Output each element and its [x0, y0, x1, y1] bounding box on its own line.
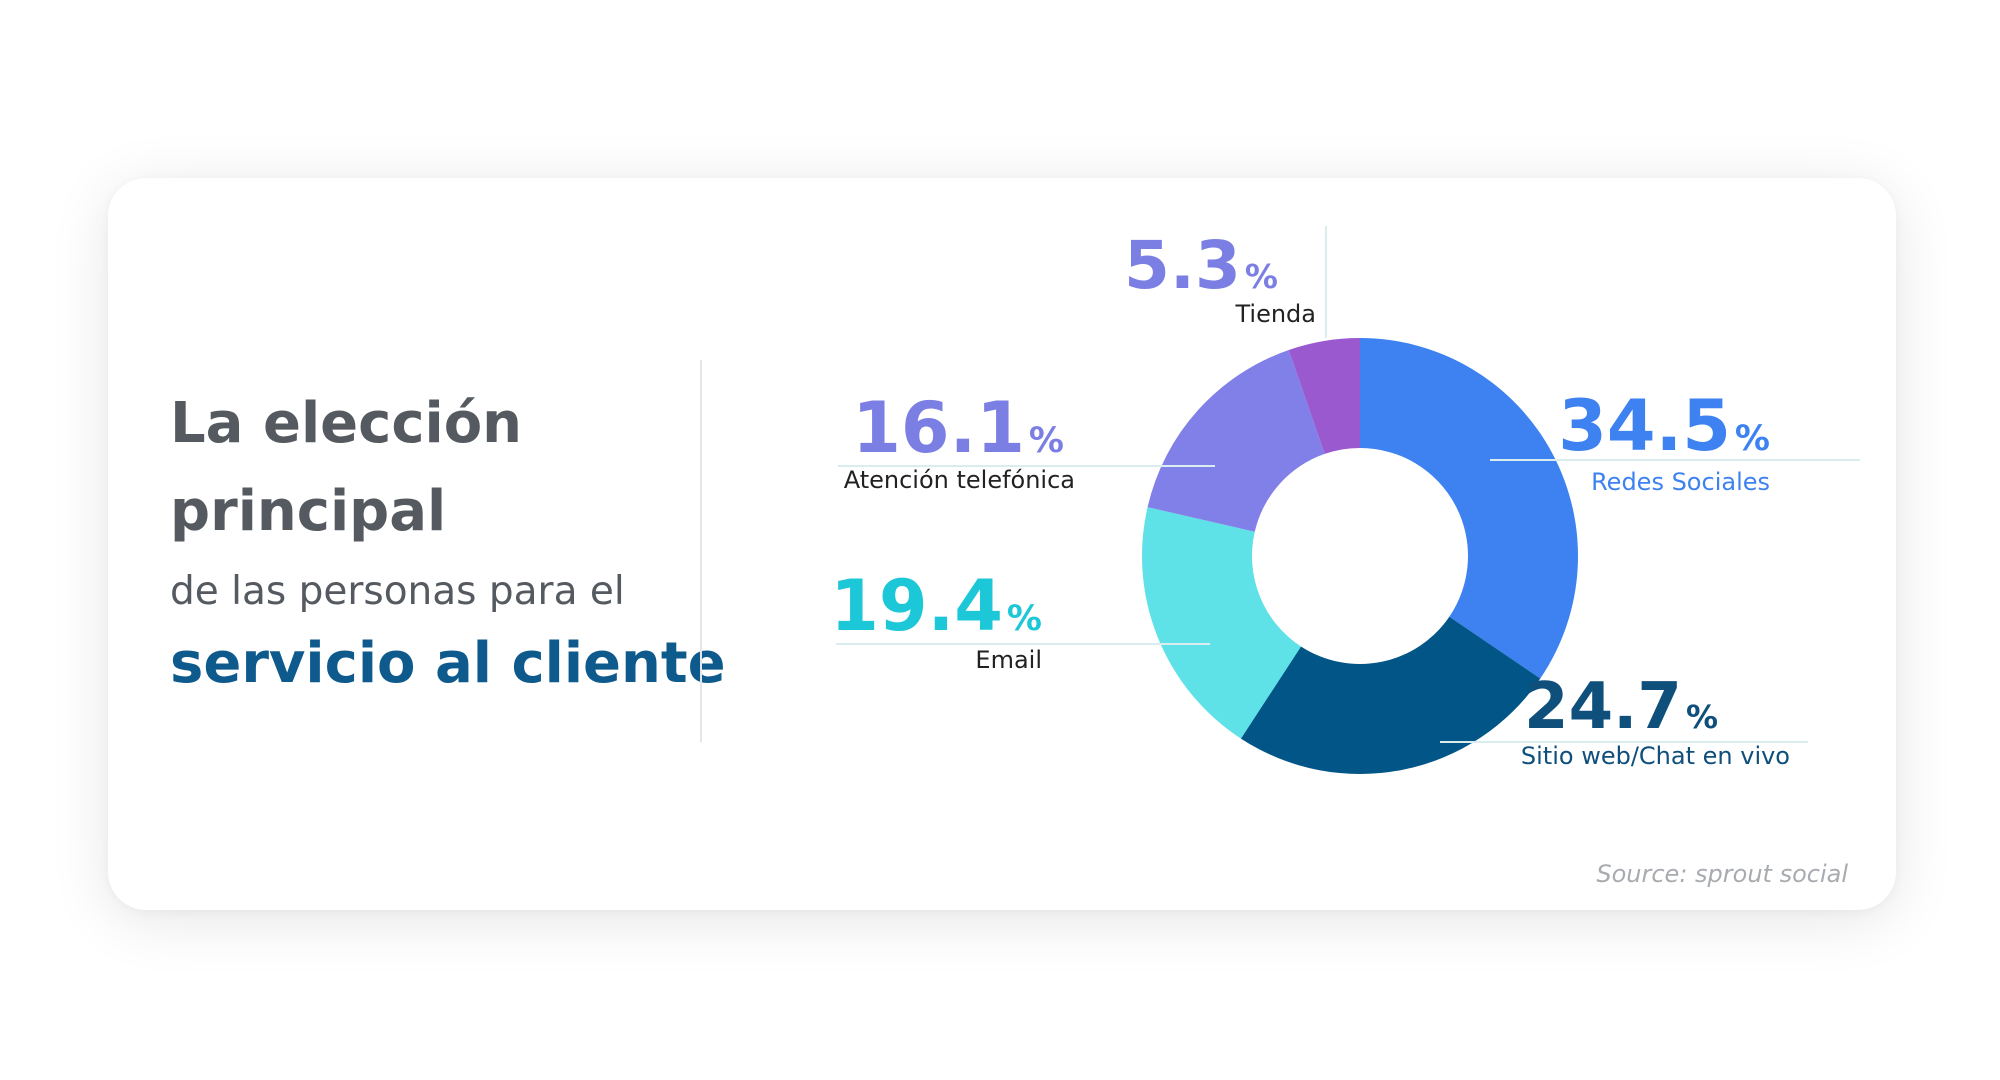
slice-0: [1360, 338, 1578, 679]
percent-sign-4: %: [1245, 257, 1278, 296]
category-label-2: Email: [975, 646, 1042, 674]
value-label-1: 24.7%: [1524, 670, 1718, 744]
headline: La elección principal de las personas pa…: [170, 380, 730, 708]
slice-3: [1147, 349, 1325, 532]
percent-sign-1: %: [1686, 698, 1718, 736]
value-label-4: 5.3%: [1124, 227, 1278, 304]
slice-4: [1288, 338, 1360, 454]
chart-card: [108, 178, 1896, 910]
value-number-3: 16.1: [852, 387, 1025, 469]
percent-sign-0: %: [1735, 419, 1770, 459]
category-label-0: Redes Sociales: [1591, 468, 1770, 496]
value-label-2: 19.4%: [830, 565, 1042, 647]
category-label-1: Sitio web/Chat en vivo: [1521, 742, 1790, 770]
value-number-2: 19.4: [830, 565, 1003, 647]
value-label-3: 16.1%: [852, 387, 1064, 469]
vertical-divider: [700, 360, 702, 742]
value-number-0: 34.5: [1558, 385, 1731, 467]
source-note: Source: sprout social: [1596, 860, 1848, 888]
value-number-1: 24.7: [1524, 670, 1682, 744]
headline-line-3: de las personas para el: [170, 569, 625, 614]
slice-2: [1141, 507, 1301, 739]
value-number-4: 5.3: [1124, 227, 1241, 304]
percent-sign-2: %: [1007, 599, 1042, 639]
headline-line-4: servicio al cliente: [170, 631, 726, 696]
category-label-4: Tienda: [1234, 300, 1316, 328]
value-label-0: 34.5%: [1558, 385, 1770, 467]
percent-sign-3: %: [1029, 421, 1064, 461]
category-label-3: Atención telefónica: [844, 466, 1075, 494]
slice-1: [1240, 616, 1541, 774]
headline-line-2: principal: [170, 479, 447, 544]
headline-line-1: La elección: [170, 391, 523, 456]
